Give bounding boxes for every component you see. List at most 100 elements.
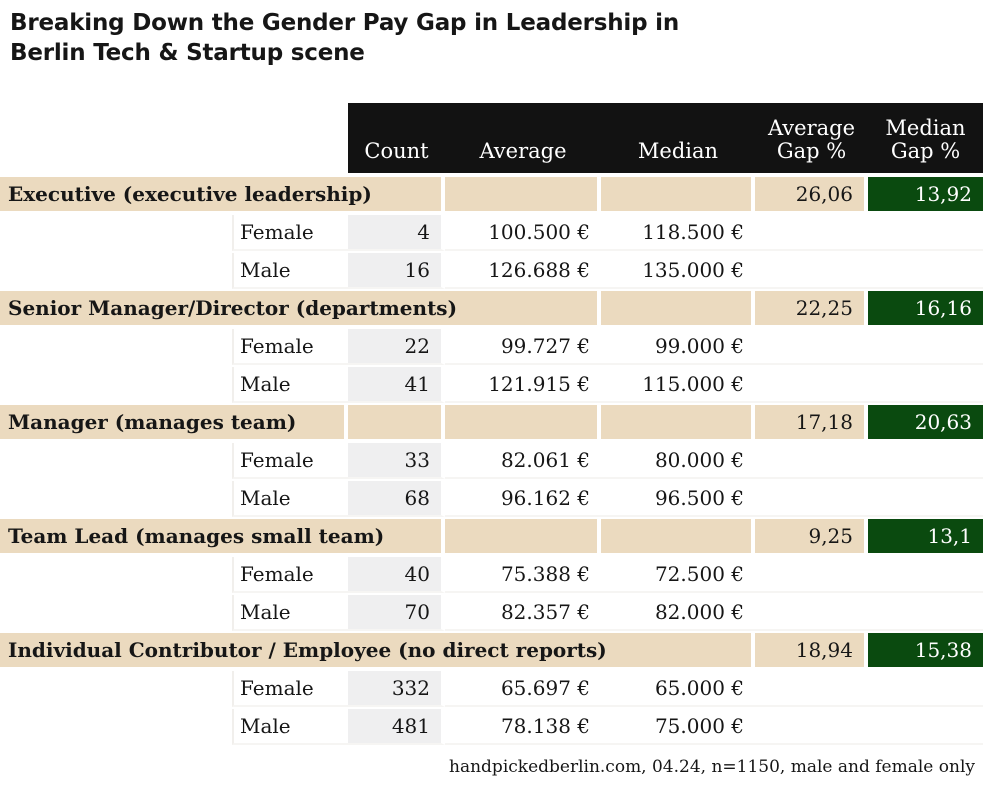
empty-cell [755,481,868,517]
page-title-line2: Berlin Tech & Startup scene [10,40,365,66]
column-header-median-gap: Median Gap % [885,115,966,164]
empty-cell [868,595,983,631]
median-salary-value: 72.500 € [601,557,755,593]
empty-cell [755,253,868,289]
empty-cell [601,405,755,439]
gender-label: Male [232,481,348,517]
empty-cell [755,595,868,631]
empty-cell [755,557,868,593]
empty-cell [445,405,601,439]
category-row-team-lead: Team Lead (manages small team) 9,25 13,1 [0,519,983,553]
data-row-female: Female 40 75.388 € 72.500 € [0,557,983,593]
empty-cell [868,481,983,517]
gender-label: Female [232,215,348,251]
empty-cell [868,709,983,745]
count-value: 332 [348,671,445,707]
median-gap-value: 16,16 [868,291,983,325]
count-value: 70 [348,595,445,631]
average-gap-value: 26,06 [755,177,868,211]
table-header-band: Count Average Median Average Gap % Media… [348,103,983,173]
empty-cell [755,709,868,745]
column-header-average: Average [479,139,567,164]
data-row-male: Male 16 126.688 € 135.000 € [0,253,983,289]
count-value: 68 [348,481,445,517]
source-note: handpickedberlin.com, 04.24, n=1150, mal… [449,757,975,777]
median-salary-value: 65.000 € [601,671,755,707]
empty-cell [348,405,445,439]
data-row-female: Female 22 99.727 € 99.000 € [0,329,983,365]
empty-cell [868,367,983,403]
empty-cell [601,519,755,553]
median-gap-value: 15,38 [868,633,983,667]
average-salary-value: 126.688 € [445,253,601,289]
count-value: 22 [348,329,445,365]
empty-cell [868,443,983,479]
empty-cell [868,671,983,707]
empty-cell [445,177,601,211]
average-gap-value: 22,25 [755,291,868,325]
category-row-executive: Executive (executive leadership) 26,06 1… [0,177,983,211]
category-label: Executive (executive leadership) [0,177,445,211]
gender-label: Male [232,595,348,631]
average-gap-value: 18,94 [755,633,868,667]
average-salary-value: 99.727 € [445,329,601,365]
data-row-female: Female 332 65.697 € 65.000 € [0,671,983,707]
empty-cell [601,177,755,211]
average-salary-value: 65.697 € [445,671,601,707]
gender-label: Male [232,253,348,289]
average-gap-value: 17,18 [755,405,868,439]
data-row-female: Female 4 100.500 € 118.500 € [0,215,983,251]
median-salary-value: 75.000 € [601,709,755,745]
median-salary-value: 99.000 € [601,329,755,365]
average-salary-value: 82.061 € [445,443,601,479]
page-title-line1: Breaking Down the Gender Pay Gap in Lead… [10,10,680,36]
median-gap-value: 13,1 [868,519,983,553]
gender-label: Male [232,709,348,745]
median-gap-value: 20,63 [868,405,983,439]
average-salary-value: 75.388 € [445,557,601,593]
data-row-male: Male 481 78.138 € 75.000 € [0,709,983,745]
category-label: Manager (manages team) [0,405,348,439]
median-salary-value: 82.000 € [601,595,755,631]
empty-cell [868,329,983,365]
pay-gap-table: Count Average Median Average Gap % Media… [0,103,983,747]
category-row-individual-contributor: Individual Contributor / Employee (no di… [0,633,983,667]
gender-label: Female [232,443,348,479]
column-header-count: Count [364,139,429,164]
median-salary-value: 96.500 € [601,481,755,517]
category-label: Senior Manager/Director (departments) [0,291,601,325]
category-row-manager: Manager (manages team) 17,18 20,63 [0,405,983,439]
count-value: 16 [348,253,445,289]
average-salary-value: 96.162 € [445,481,601,517]
average-salary-value: 82.357 € [445,595,601,631]
median-salary-value: 80.000 € [601,443,755,479]
empty-cell [755,443,868,479]
category-row-senior-manager: Senior Manager/Director (departments) 22… [0,291,983,325]
page-title: Breaking Down the Gender Pay Gap in Lead… [10,8,679,68]
median-salary-value: 118.500 € [601,215,755,251]
empty-cell [445,519,601,553]
median-gap-value: 13,92 [868,177,983,211]
median-salary-value: 135.000 € [601,253,755,289]
empty-cell [755,367,868,403]
gender-label: Female [232,329,348,365]
gender-label: Female [232,557,348,593]
empty-cell [868,557,983,593]
count-value: 4 [348,215,445,251]
category-label: Individual Contributor / Employee (no di… [0,633,755,667]
data-row-female: Female 33 82.061 € 80.000 € [0,443,983,479]
column-header-average-gap: Average Gap % [767,115,856,164]
gender-label: Male [232,367,348,403]
data-row-male: Male 70 82.357 € 82.000 € [0,595,983,631]
table-header-row: Count Average Median Average Gap % Media… [0,103,983,173]
empty-cell [755,329,868,365]
empty-cell [755,671,868,707]
average-salary-value: 78.138 € [445,709,601,745]
average-salary-value: 100.500 € [445,215,601,251]
empty-cell [868,253,983,289]
median-salary-value: 115.000 € [601,367,755,403]
empty-cell [601,291,755,325]
average-gap-value: 9,25 [755,519,868,553]
data-row-male: Male 41 121.915 € 115.000 € [0,367,983,403]
